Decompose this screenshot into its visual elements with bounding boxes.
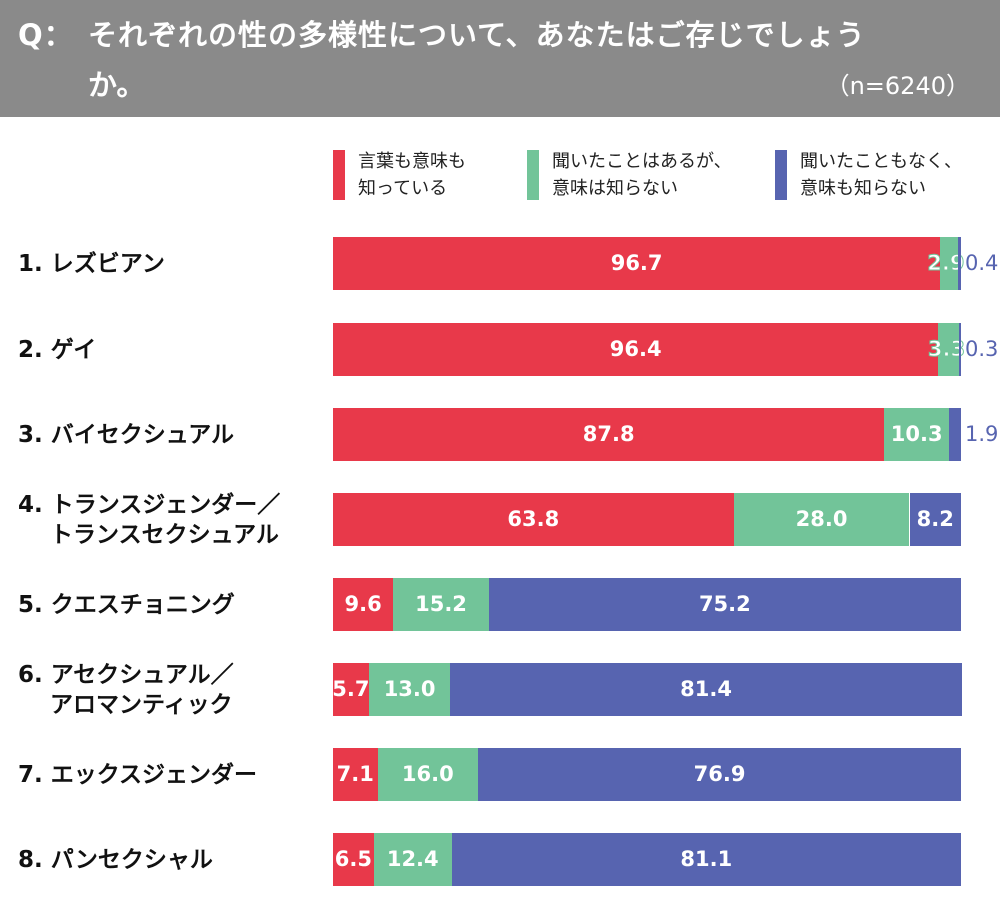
bar-segment — [333, 748, 378, 801]
category-label: 3. バイセクシュアル — [18, 422, 235, 448]
question-title-line1: それぞれの性の多様性について、あなたはご存じでしょう — [88, 18, 866, 52]
bar-segment — [373, 833, 452, 886]
category-label: 5. クエスチョニング — [18, 592, 235, 618]
legend-label: 聞いたことはあるが、 意味は知らない — [552, 151, 732, 199]
legend-swatch — [775, 150, 787, 200]
bar-segment — [938, 323, 960, 376]
data-label: 10.3 — [890, 422, 943, 446]
legend-swatch — [333, 150, 345, 200]
bar-segment — [949, 408, 961, 461]
bar-segment — [451, 833, 961, 886]
bar-segment — [333, 237, 941, 290]
category-label: 2. ゲイ — [18, 337, 97, 363]
bar-segment — [488, 578, 961, 631]
data-label: 96.4 — [609, 337, 662, 361]
data-label: 81.1 — [680, 847, 733, 871]
data-label: 6.5 — [334, 847, 373, 871]
question-prefix: Q： — [18, 18, 74, 52]
data-label: 16.0 — [401, 762, 454, 786]
bar-segment — [733, 493, 910, 546]
category-label: 7. エックスジェンダー — [18, 762, 258, 788]
bar-segment — [333, 493, 734, 546]
bar-segment — [884, 408, 950, 461]
data-label: 13.0 — [383, 677, 436, 701]
bar-segment — [909, 493, 961, 546]
legend-label: 言葉も意味も 知っている — [358, 151, 466, 199]
bar-segment — [393, 578, 489, 631]
data-label: 75.2 — [698, 592, 751, 616]
bar-segment — [368, 663, 451, 716]
bar-segment — [958, 237, 961, 290]
data-label: 28.0 — [795, 507, 848, 531]
data-label: 9.6 — [344, 592, 382, 616]
category-label: 8. パンセクシャル — [18, 847, 213, 873]
bar-segment — [450, 663, 962, 716]
data-label: 8.2 — [916, 507, 954, 531]
bar-segment — [377, 748, 479, 801]
data-label: 87.8 — [582, 422, 635, 446]
data-label: 7.1 — [336, 762, 374, 786]
legend-label: 聞いたこともなく、 意味も知らない — [800, 151, 962, 199]
bar-segment — [333, 323, 939, 376]
data-label: 12.4 — [386, 847, 439, 871]
question-title-line2: か。 — [88, 68, 146, 102]
category-label: 6. アセクシュアル／ アロマンティック — [18, 662, 234, 718]
data-label: 76.9 — [693, 762, 746, 786]
data-label: 0.4 — [965, 251, 999, 275]
data-label: 1.9 — [965, 422, 999, 446]
data-label: 81.4 — [680, 677, 732, 701]
bar-segment — [333, 578, 394, 631]
data-label: 5.7 — [332, 677, 370, 701]
data-label: 0.3 — [965, 337, 999, 361]
category-label: 4. トランスジェンダー／ トランスセクシュアル — [18, 492, 281, 548]
data-label: 96.7 — [610, 251, 663, 275]
bar-segment — [959, 323, 961, 376]
sample-size: （n=6240） — [825, 72, 970, 100]
bar-segment — [333, 408, 885, 461]
header: Q： それぞれの性の多様性について、あなたはご存じでしょう か。 （n=6240… — [0, 0, 1000, 117]
category-label: 1. レズビアン — [18, 251, 165, 277]
bar-segment — [940, 237, 959, 290]
bar-segment — [333, 833, 374, 886]
bar-segment — [478, 748, 961, 801]
bar-segment — [333, 663, 369, 716]
legend-swatch — [527, 150, 539, 200]
data-label: 15.2 — [415, 592, 467, 616]
data-label: 63.8 — [507, 507, 560, 531]
